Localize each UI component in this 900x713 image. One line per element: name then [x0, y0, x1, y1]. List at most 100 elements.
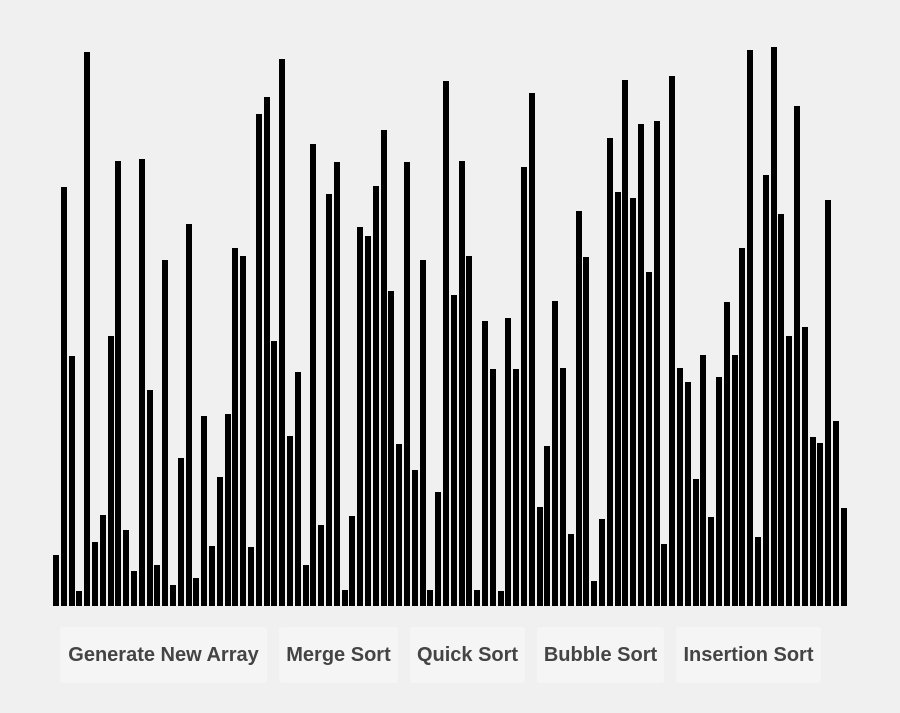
array-bar	[638, 124, 644, 606]
merge-sort-button[interactable]: Merge Sort	[279, 627, 398, 683]
array-bar	[404, 162, 410, 606]
array-bar	[294, 372, 301, 606]
array-bar	[326, 194, 332, 606]
array-bar	[606, 138, 613, 606]
array-bar	[146, 390, 153, 606]
array-bar	[755, 537, 761, 606]
array-bar	[708, 517, 715, 606]
array-bar	[458, 161, 465, 606]
array-bar	[567, 534, 574, 606]
array-bar	[497, 591, 504, 606]
array-bar	[435, 492, 442, 606]
array-bar	[825, 200, 832, 606]
array-bar	[138, 159, 145, 606]
array-bar	[333, 162, 340, 606]
array-bar	[131, 571, 137, 606]
array-bar	[279, 59, 286, 606]
array-bar	[599, 519, 605, 606]
array-bar	[762, 175, 769, 606]
array-bar	[287, 436, 293, 606]
array-bar	[645, 272, 652, 606]
array-bar	[388, 291, 395, 606]
controls-toolbar: Generate New Array Merge Sort Quick Sort…	[60, 627, 821, 683]
array-bar	[450, 295, 457, 606]
array-bar	[833, 421, 839, 606]
array-bar	[411, 470, 418, 606]
array-bar	[357, 227, 364, 606]
quick-sort-button[interactable]: Quick Sort	[410, 627, 525, 683]
array-bar	[419, 260, 426, 606]
array-bar	[349, 516, 356, 606]
array-bar	[653, 121, 660, 606]
array-bar	[318, 525, 325, 606]
array-bar	[622, 80, 629, 606]
array-bar	[162, 260, 169, 606]
array-bar	[794, 106, 800, 606]
array-bar	[365, 236, 371, 606]
array-bar	[216, 477, 223, 606]
array-bar	[723, 302, 730, 606]
array-bar	[521, 167, 527, 606]
array-bar	[716, 377, 722, 606]
insertion-sort-button[interactable]: Insertion Sort	[676, 627, 821, 683]
array-bar	[786, 336, 793, 606]
array-bar	[99, 515, 106, 606]
array-bar	[271, 341, 278, 606]
array-bar	[255, 114, 262, 606]
array-bar	[341, 590, 348, 606]
array-bar	[232, 248, 239, 606]
array-bars	[53, 40, 847, 606]
bubble-sort-button[interactable]: Bubble Sort	[537, 627, 664, 683]
array-bar	[372, 186, 379, 606]
array-bar	[560, 368, 566, 606]
array-bar	[817, 443, 824, 606]
array-bar	[115, 161, 122, 606]
array-bar	[801, 327, 808, 606]
array-bar	[614, 192, 621, 606]
array-bar	[692, 479, 699, 606]
array-bar	[193, 578, 200, 606]
array-bar	[224, 414, 231, 606]
array-bar	[310, 144, 317, 606]
array-bar	[396, 444, 403, 606]
array-bar	[747, 50, 754, 606]
array-bar	[443, 81, 449, 606]
array-bar	[731, 355, 738, 606]
array-bar	[661, 544, 668, 606]
array-bar	[778, 214, 785, 606]
array-bar	[248, 547, 254, 606]
array-bar	[107, 336, 114, 606]
array-bar	[552, 301, 559, 606]
array-bar	[427, 590, 434, 606]
array-bar	[474, 590, 481, 606]
array-bar	[505, 318, 512, 606]
array-bar	[489, 369, 496, 606]
array-bar	[84, 52, 91, 606]
array-bar	[201, 416, 208, 606]
array-bar	[840, 508, 847, 606]
array-bar	[209, 546, 215, 606]
array-bar	[466, 256, 473, 606]
array-bar	[677, 368, 683, 606]
array-bar	[185, 224, 192, 606]
array-bar	[536, 507, 543, 606]
array-bar	[630, 198, 637, 606]
array-bar	[53, 555, 59, 606]
array-bar	[170, 585, 176, 606]
array-bar	[177, 458, 184, 606]
array-bar	[591, 581, 598, 606]
array-bar	[583, 257, 590, 606]
generate-new-array-button[interactable]: Generate New Array	[60, 627, 267, 683]
array-bar	[380, 130, 387, 606]
array-bar	[513, 369, 520, 606]
array-bar	[302, 565, 309, 606]
array-bar	[154, 565, 161, 606]
array-bar	[482, 321, 488, 606]
array-bar	[76, 591, 83, 606]
array-bar	[68, 356, 75, 606]
array-bar	[240, 256, 247, 606]
array-bar	[770, 47, 777, 606]
array-bar	[575, 211, 582, 606]
array-bar	[123, 530, 130, 606]
